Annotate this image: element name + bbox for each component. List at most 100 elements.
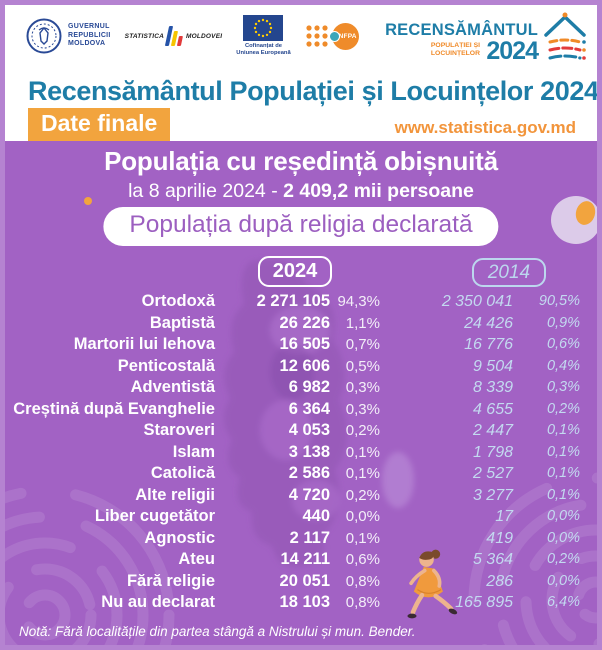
value-2014: 8 339: [472, 379, 513, 396]
percent-2014: 0,0%: [546, 529, 580, 546]
table-row: Baptistă 26 226 1,1% 24 426 0,9%: [0, 313, 602, 335]
religion-label: Liber cugetător: [94, 507, 215, 525]
value-2014: 2 350 041: [441, 293, 513, 310]
percent-2014: 0,4%: [546, 357, 580, 374]
table-row: Penticostală 12 606 0,5% 9 504 0,4%: [0, 356, 602, 378]
religion-label: Agnostic: [144, 528, 215, 547]
table-row: Nu au declarat 18 103 0,8% 165 895 6,4%: [0, 592, 602, 614]
table-row: Islam 3 138 0,1% 1 798 0,1%: [0, 442, 602, 464]
religion-label: Fără religie: [126, 571, 215, 590]
percent-2014: 0,2%: [546, 400, 580, 417]
value-2024: 4 720: [288, 485, 330, 504]
hero-title: Populația cu reședință obișnuită: [104, 146, 498, 176]
value-2014: 16 776: [464, 336, 513, 353]
religion-label: Penticostală: [117, 356, 215, 375]
value-2014: 2 447: [472, 422, 513, 439]
religion-label: Baptistă: [149, 313, 215, 332]
value-2024: 16 505: [279, 335, 330, 353]
table-row: Alte religii 4 720 0,2% 3 277 0,1%: [0, 485, 602, 507]
percent-2024: 0,1%: [345, 465, 380, 482]
value-2014: 9 504: [472, 357, 513, 375]
religion-label: Catolică: [150, 464, 215, 482]
value-2024: 14 211: [280, 550, 330, 568]
unfpa-dots-icon: [306, 25, 328, 47]
value-2014: 5 364: [472, 551, 513, 568]
value-2024: 440: [302, 507, 330, 525]
circle-decoration: [551, 196, 601, 244]
page-title: Recensământul Populației și Locuințelor …: [28, 76, 599, 106]
percent-2024: 0,6%: [345, 551, 380, 568]
religion-label: Islam: [172, 442, 215, 461]
moldova-coat-of-arms-icon: [26, 18, 62, 54]
percent-2014: 0,9%: [546, 314, 580, 331]
date-finale-badge: Date finale: [28, 108, 171, 141]
percent-2014: 90,5%: [538, 293, 580, 309]
value-2024: 20 051: [279, 571, 330, 590]
gov-logo-line3: MOLDOVA: [68, 40, 106, 48]
percent-2024: 0,5%: [345, 357, 380, 375]
hero-date-prefix: la 8 aprilie 2024 -: [128, 180, 284, 202]
percent-2014: 6,4%: [546, 594, 580, 610]
religion-label: Adventistă: [130, 378, 215, 396]
percent-2014: 0,1%: [546, 422, 580, 438]
statistica-moldovei-logo: STATISTICA MOLDOVEI: [125, 26, 223, 46]
table-row: Ortodoxă 2 271 105 94,3% 2 350 041 90,5%: [0, 291, 602, 313]
percent-2024: 0,1%: [345, 529, 380, 547]
percent-2014: 0,0%: [546, 572, 580, 589]
value-2024: 2 586: [288, 464, 330, 482]
value-2014: 286: [486, 572, 513, 590]
value-2024: 3 138: [288, 442, 330, 461]
orange-oval-decoration: [573, 198, 598, 228]
percent-2024: 0,0%: [345, 508, 380, 525]
value-2024: 6 982: [288, 378, 330, 396]
percent-2024: 1,1%: [345, 314, 380, 332]
value-2014: 3 277: [472, 486, 513, 504]
statistica-bars-icon: [164, 26, 185, 46]
percent-2024: 0,2%: [345, 486, 380, 504]
religion-label: Alte religii: [135, 485, 215, 504]
percent-2024: 0,8%: [345, 594, 380, 611]
value-2014: 17: [495, 508, 513, 525]
unfpa-logo: UNFPA: [305, 22, 359, 50]
hero-subtitle: la 8 aprilie 2024 - 2 409,2 mii persoane: [0, 180, 602, 203]
value-2024: 2 271 105: [256, 292, 330, 310]
religion-label: Ateu: [178, 550, 215, 568]
value-2024: 26 226: [279, 313, 330, 332]
moldovei-word: MOLDOVEI: [185, 32, 223, 40]
website-link[interactable]: www.statistica.gov.md: [394, 118, 576, 137]
percent-2014: 0,0%: [546, 508, 580, 524]
table-row: Fără religie 20 051 0,8% 286 0,0%: [0, 571, 602, 593]
census-logo-year: 2024: [486, 37, 539, 65]
value-2014: 2 527: [472, 465, 513, 482]
percent-2024: 0,3%: [345, 379, 380, 396]
census-logo-sub1: POPULAȚIEI ȘI: [430, 42, 480, 49]
percent-2014: 0,1%: [546, 443, 580, 460]
eu-cofunding-logo: Cofinanțat de Uniunea Europeană: [236, 15, 291, 57]
table-row: Martorii lui Iehova 16 505 0,7% 16 776 0…: [0, 334, 602, 356]
value-2014: 24 426: [464, 314, 513, 332]
footnote: Notă: Fără localitățile din partea stâng…: [19, 624, 416, 639]
census-house-icon: [544, 12, 586, 60]
religion-label: Nu au declarat: [101, 593, 215, 611]
table-row: Ateu 14 211 0,6% 5 364 0,2%: [0, 549, 602, 571]
table-row: Creștină după Evanghelie 6 364 0,3% 4 65…: [0, 399, 602, 421]
table-row: Liber cugetător 440 0,0% 17 0,0%: [0, 506, 602, 528]
orange-dot-decoration: [84, 197, 92, 205]
hero-population: 2 409,2 mii persoane: [283, 180, 474, 202]
value-2024: 6 364: [288, 399, 330, 418]
eu-caption-line1: Cofinanțat de: [244, 43, 282, 50]
religion-table: Ortodoxă 2 271 105 94,3% 2 350 041 90,5%…: [0, 291, 602, 614]
religion-label: Staroveri: [143, 421, 215, 439]
value-2024: 4 053: [288, 421, 330, 439]
value-2024: 2 117: [289, 528, 330, 547]
table-row: Agnostic 2 117 0,1% 419 0,0%: [0, 528, 602, 550]
percent-2014: 0,1%: [546, 486, 580, 503]
census-logo-sub2: LOCUINȚELOR: [430, 50, 480, 57]
eu-caption-line2: Uniunea Europeană: [236, 50, 291, 56]
government-logo: GUVERNUL REPUBLICII MOLDOVA: [26, 18, 111, 54]
table-row: Adventistă 6 982 0,3% 8 339 0,3%: [0, 377, 602, 399]
value-2014: 1 798: [472, 443, 513, 461]
value-2014: 419: [486, 529, 513, 547]
percent-2024: 0,1%: [345, 443, 380, 461]
